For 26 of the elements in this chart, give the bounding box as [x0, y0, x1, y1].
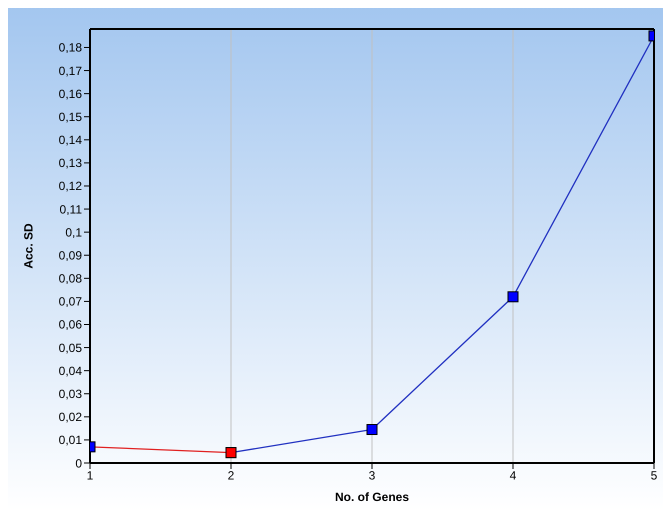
y-tick-label: 0,11: [60, 202, 82, 216]
y-tick-label: 0,13: [58, 156, 82, 170]
y-tick-label: 0,15: [58, 110, 82, 124]
y-tick-label: 0,12: [58, 179, 82, 194]
x-tick-label: 1: [86, 468, 94, 483]
y-tick-label: 0,05: [58, 340, 82, 355]
x-tick-label: 5: [650, 468, 658, 483]
y-tick-label: 0,03: [58, 387, 82, 402]
y-axis-title: Acc. SD: [21, 222, 36, 269]
y-tick-label: 0,14: [58, 133, 82, 148]
x-tick-label: 2: [228, 468, 235, 483]
y-tick-label: 0,1: [65, 225, 82, 240]
y-tick-label: 0,18: [58, 40, 82, 55]
y-tick-label: 0,16: [58, 86, 82, 101]
y-tick-label: 0,02: [58, 410, 82, 424]
y-tick-label: 0: [75, 456, 82, 470]
y-tick-label: 0,01: [58, 433, 82, 448]
y-tick-label: 0,06: [58, 318, 82, 332]
y-tick-label: 0,08: [58, 272, 82, 286]
y-tick-label: 0,04: [58, 364, 82, 378]
x-axis-title: No. of Genes: [334, 490, 410, 504]
x-tick-label: 4: [510, 468, 517, 483]
y-tick-label: 0,09: [58, 248, 82, 262]
y-tick-label: 0,17: [58, 64, 82, 78]
x-tick-label: 3: [368, 468, 376, 483]
y-tick-label: 0,07: [58, 294, 82, 309]
